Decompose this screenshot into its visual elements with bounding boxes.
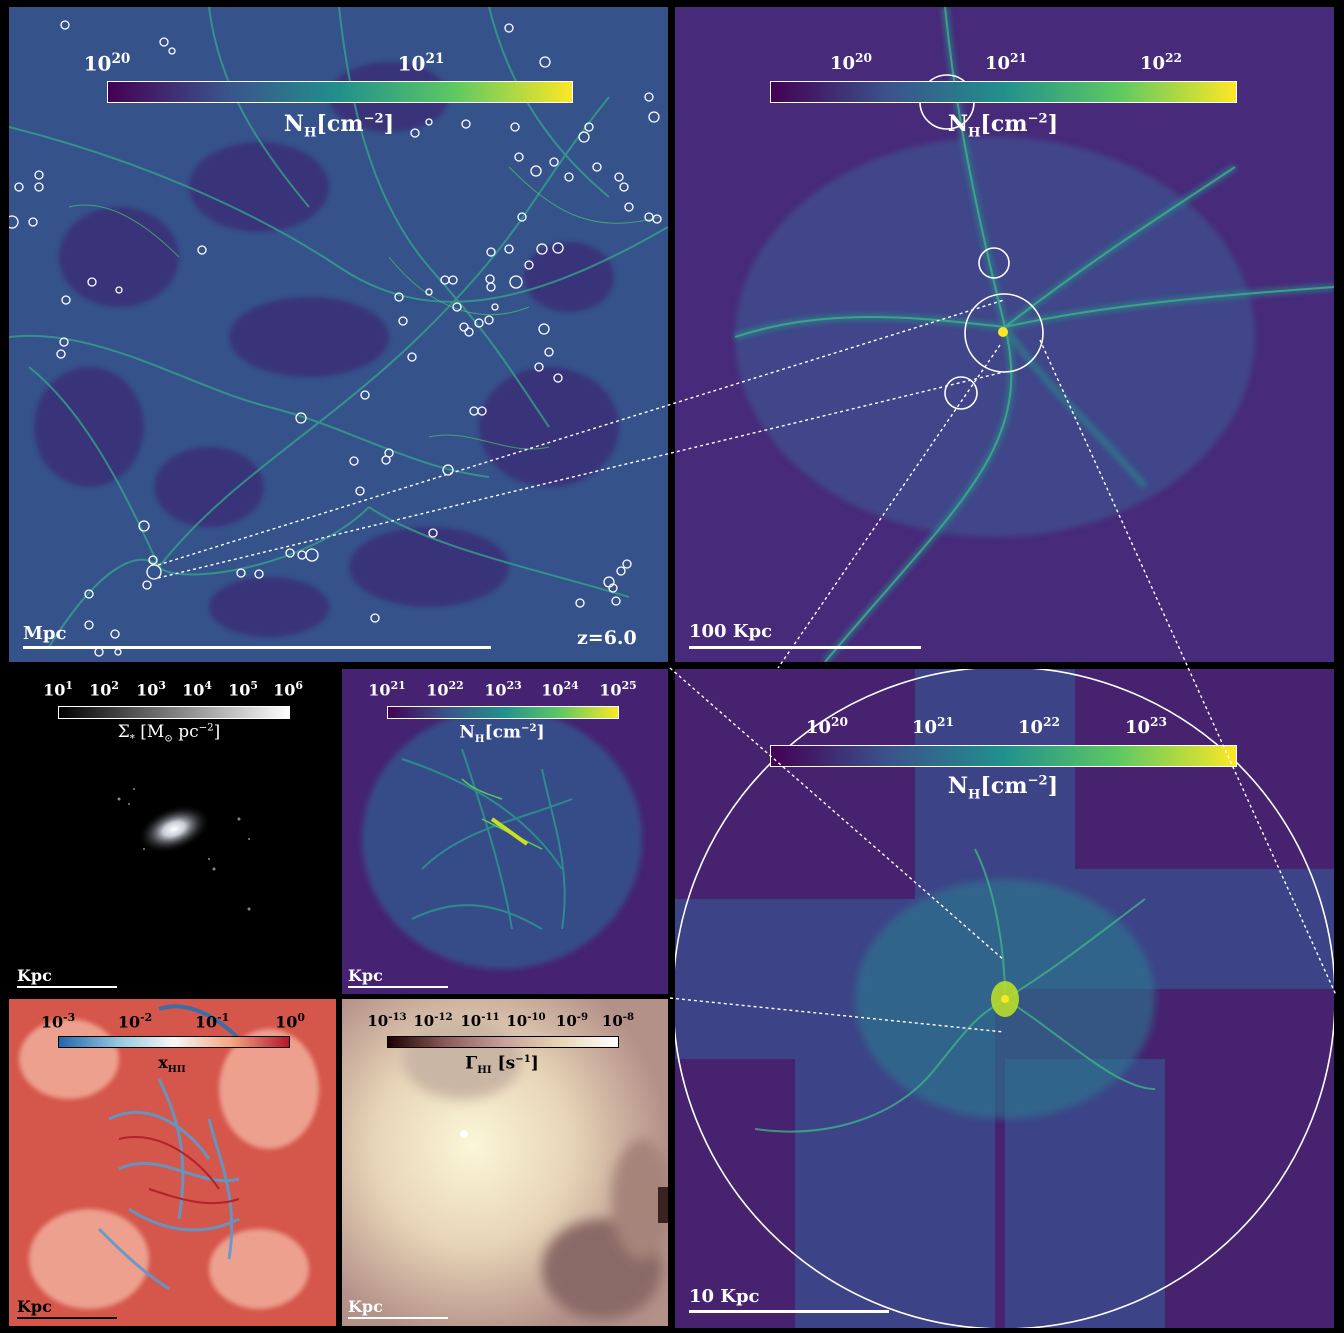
cbar-label: ΓHI [s−1] [465,1053,539,1077]
cbar-tick: 100 [275,1011,305,1032]
scale-bar [348,986,448,988]
redshift-label: z=6.0 [577,627,637,649]
cbar-tick: 1021 [911,715,955,738]
panel-ionized: 10-3 10-2 10-1 100 xHII Kpc [9,999,336,1326]
cbar-tick: 101 [43,679,73,700]
scale-bar [348,1317,448,1319]
cbar-tick: 105 [228,679,258,700]
cbar-tick: 1021 [397,51,445,76]
cbar-tick: 1025 [599,679,637,700]
cbar-tick: 1024 [541,679,579,700]
scale-bar [689,646,921,649]
cbar-tick: 1021 [368,679,406,700]
cbar-label: NH[cm−2] [947,773,1059,803]
scale-label: 100 Kpc [689,621,773,642]
cbar-tick: 106 [273,679,303,700]
halo-zoom-image [675,669,1334,1328]
cbar-tick: 10-1 [194,1011,230,1032]
cosmic-web-image [9,7,668,662]
cbar-label: NH[cm−2] [283,111,395,141]
cbar-tick: 103 [136,679,166,700]
cbar-tick: 1023 [484,679,522,700]
cbar-tick: 10-2 [117,1011,153,1032]
cbar-tick: 1022 [1139,51,1183,74]
cbar-tick: 10-3 [40,1011,76,1032]
panel-zoom-10kpc: 1020 1021 1022 1023 NH[cm−2] 10 Kpc [675,669,1334,1328]
cbar-tick: 102 [89,679,119,700]
cbar-label: NH[cm−2] [947,111,1059,141]
cbar-tick: 1022 [426,679,464,700]
cbar-label: NH[cm−2] [459,722,545,746]
scale-bar [17,986,117,988]
cbar-tick: 10-12 [413,1011,453,1030]
panel-gas-kpc: 1021 1022 1023 1024 1025 NH[cm−2] Kpc [342,669,668,994]
scale-bar [689,1310,889,1313]
photoionization-image [342,999,668,1326]
cbar-tick: 1023 [1124,715,1168,738]
cbar-tick: 1020 [83,51,131,76]
filament-image [675,7,1334,662]
cbar-label: Σ* [M⊙ pc−2] [117,722,221,745]
scale-label: Kpc [348,966,383,985]
panel-photoion: 10-13 10-12 10-11 10-10 10-9 10-8 ΓHI [s… [342,999,668,1326]
ionization-image [9,999,336,1326]
cbar-tick: 1021 [984,51,1028,74]
scale-label: Kpc [348,1297,383,1316]
stellar-image [117,788,251,911]
panel-large-scale: 1020 1021 NH[cm−2] Mpc z=6.0 [9,7,668,662]
cbar-tick: 104 [182,679,212,700]
cbar-tick: 10-10 [506,1011,546,1030]
panel-stars: 101 102 103 104 105 106 Σ* [M⊙ pc−2] Kpc [9,669,336,994]
scale-label: 10 Kpc [689,1286,760,1307]
cbar-tick: 1022 [1017,715,1061,738]
scale-label: Kpc [17,1297,52,1316]
scale-bar [17,1317,117,1319]
gas-image [342,669,668,994]
cbar-tick: 1020 [829,51,873,74]
cbar-label: xHII [158,1053,186,1076]
cbar-tick: 10-9 [555,1011,589,1030]
scale-label: Kpc [17,966,52,985]
cbar-tick: 10-11 [460,1011,500,1030]
scale-label: Mpc [23,623,67,644]
scale-bar [23,646,491,649]
cbar-tick: 10-13 [367,1011,407,1030]
cbar-tick: 10-8 [601,1011,635,1030]
panel-zoom-100kpc: 1020 1021 1022 NH[cm−2] 100 Kpc [675,7,1334,662]
cbar-tick: 1020 [805,715,849,738]
